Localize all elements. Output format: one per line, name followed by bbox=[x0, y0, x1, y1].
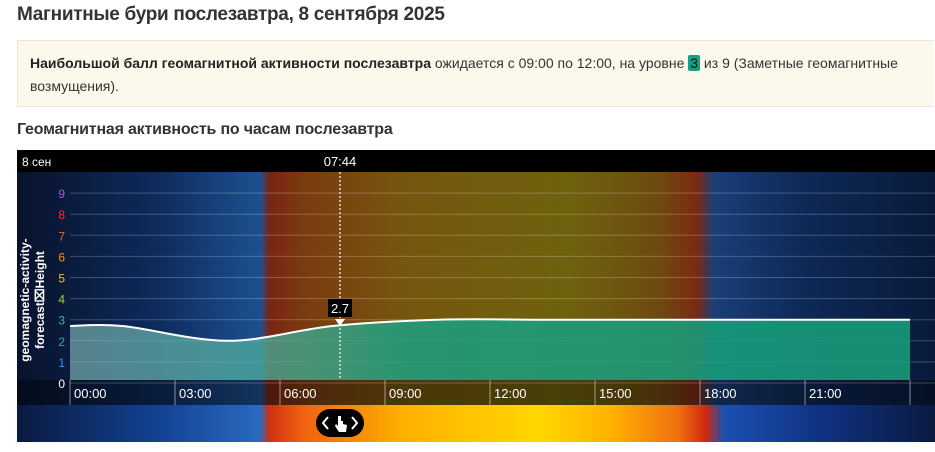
y-tick-label: 8 bbox=[58, 208, 65, 222]
plot-layer: 0 1 2 3 4 5 6 7 8 9 00:00 03:00 06:00 09:00 12:00 15:00… bbox=[18, 154, 935, 405]
cursor-value-box bbox=[328, 299, 352, 318]
cursor-time: 07:44 bbox=[324, 154, 357, 169]
y-tick-label: 0 bbox=[58, 377, 65, 391]
x-axis-strip bbox=[17, 380, 935, 405]
info-box: Наибольшой балл геомагнитной активности … bbox=[17, 40, 934, 107]
date-label: 8 сен bbox=[22, 155, 51, 169]
top-strip bbox=[17, 150, 935, 172]
info-bold: Наибольшой балл геомагнитной активности … bbox=[30, 55, 431, 71]
cursor-value: 2.7 bbox=[331, 301, 349, 316]
area-fill bbox=[70, 319, 910, 380]
x-tick-label: 15:00 bbox=[599, 386, 632, 401]
y-tick-label: 3 bbox=[58, 314, 65, 328]
area-line bbox=[69, 318, 910, 342]
x-tick-label: 06:00 bbox=[284, 386, 317, 401]
x-tick-label: 21:00 bbox=[809, 386, 842, 401]
y-tick-label: 2 bbox=[58, 335, 65, 349]
y-axis-label: geomagnetic-activity- bbox=[18, 238, 32, 361]
page-title: Магнитные бури послезавтра, 8 сентября 2… bbox=[17, 4, 445, 25]
info-text: ожидается с 09:00 по 12:00, на уровне bbox=[430, 55, 689, 71]
info-text: из 9 (Заметные геомагнитные возмущения). bbox=[30, 55, 898, 94]
x-tick-label: 12:00 bbox=[494, 386, 527, 401]
overview-bar bbox=[17, 405, 935, 442]
chart: 0 1 2 3 4 5 6 7 8 9 00:00 03:00 06:00 09:00 12:00 15:00… bbox=[17, 150, 935, 442]
y-tick-label: 1 bbox=[58, 356, 65, 370]
scroll-handle[interactable] bbox=[316, 409, 364, 437]
y-tick-label: 7 bbox=[58, 229, 65, 243]
x-tick-label: 00:00 bbox=[74, 386, 107, 401]
chart-subtitle: Геомагнитная активность по часам послеза… bbox=[17, 121, 393, 138]
y-tick-label: 6 bbox=[58, 250, 65, 264]
hand-icon bbox=[335, 416, 347, 432]
y-tick-label: 9 bbox=[58, 187, 65, 201]
x-tick-label: 18:00 bbox=[704, 386, 737, 401]
level-badge: 3 bbox=[688, 55, 701, 71]
y-axis-label: forecast⌧Height bbox=[33, 251, 47, 349]
y-tick-label: 5 bbox=[58, 272, 65, 286]
x-tick-label: 03:00 bbox=[179, 386, 212, 401]
x-tick-label: 09:00 bbox=[389, 386, 422, 401]
y-tick-label: 4 bbox=[58, 293, 65, 307]
handle-arrows bbox=[321, 416, 359, 430]
cursor-marker bbox=[335, 319, 345, 327]
